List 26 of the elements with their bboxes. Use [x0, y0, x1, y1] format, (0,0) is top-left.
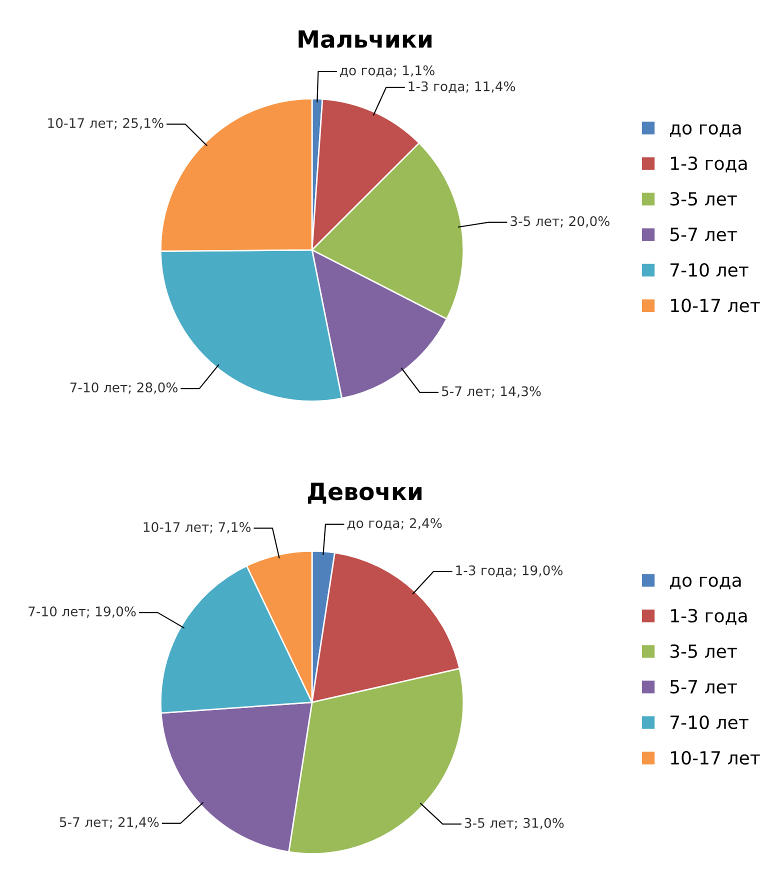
data-label: 5-7 лет; 14,3% [442, 386, 541, 398]
data-label: 10-17 лет; 25,1% [48, 118, 164, 130]
data-label: 3-5 лет; 20,0% [510, 216, 610, 228]
chart-title: Мальчики [298, 30, 432, 48]
data-label: 1-3 года; 19,0% [456, 565, 563, 577]
legend-label: 3-5 лет [670, 192, 737, 206]
data-label: 3-5 лет; 31,0% [464, 818, 564, 830]
legend-label: 1-3 года [671, 608, 747, 625]
data-label: до года; 2,4% [347, 518, 442, 530]
data-label: 7-10 лет; 28,0% [70, 382, 178, 394]
legend-label: 10-17 лет [671, 750, 760, 765]
chart-title: Девочки [308, 482, 422, 504]
legend-label: 3-5 лет [670, 644, 737, 658]
data-label: 1-3 года; 11,4% [408, 81, 516, 93]
legend-label: 5-7 лет [670, 680, 737, 694]
data-label: 5-7 лет; 21,4% [60, 817, 159, 828]
data-label: до года; 1,1% [340, 65, 434, 77]
legend-label: до года [670, 576, 741, 590]
data-label: 7-10 лет; 19,0% [28, 606, 136, 618]
legend-label: 10-17 лет [671, 298, 760, 312]
legend-label: до года [670, 124, 741, 137]
legend-label: 7-10 лет [670, 263, 748, 277]
legend-label: 7-10 лет [670, 715, 748, 730]
data-label: 10-17 лет; 7,1% [144, 522, 251, 534]
legend-label: 1-3 года [671, 156, 747, 172]
legend-label: 5-7 лет [670, 228, 737, 242]
